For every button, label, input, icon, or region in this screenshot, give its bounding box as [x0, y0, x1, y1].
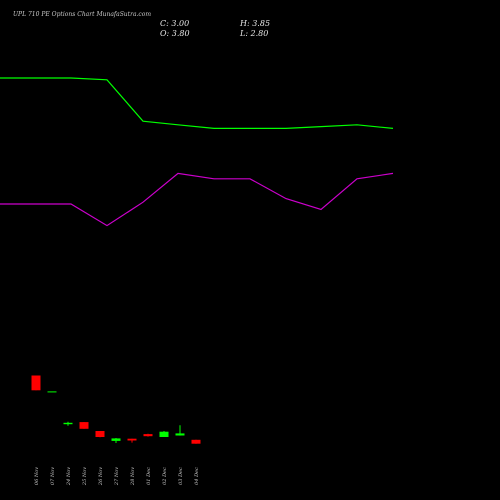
indicator-line-2 — [0, 172, 394, 227]
x-axis-ticks: 06 Nov 07 Nov 24 Nov 25 Nov 26 Nov 27 Nov 28 N… — [34, 467, 200, 486]
candle-6 — [111, 438, 121, 443]
candle-3 — [63, 421, 73, 426]
candle-body — [31, 375, 41, 391]
candle-body — [191, 439, 201, 444]
x-tick-label: 27 Nov — [114, 467, 120, 486]
candle-8 — [143, 433, 153, 437]
candle-4 — [79, 422, 89, 429]
candle-body — [47, 391, 57, 393]
candle-body — [95, 431, 105, 437]
x-tick-label: 04 Dec — [194, 467, 200, 485]
candle-body — [79, 422, 89, 429]
chart-title: UPL 710 PE Options Chart MunafaSutra.com — [13, 11, 151, 18]
x-tick-label: 25 Nov — [82, 467, 88, 486]
candle-1 — [31, 375, 41, 391]
candle-body — [111, 438, 121, 441]
indicator-lines — [0, 77, 394, 227]
x-tick-label: 03 Dec — [178, 467, 184, 485]
candle-11 — [191, 439, 201, 444]
low-price-label: L: 2.80 — [239, 29, 268, 38]
high-price-label: H: 3.85 — [239, 19, 270, 28]
close-price-label: C: 3.00 — [160, 19, 189, 28]
candle-body — [143, 434, 153, 437]
x-tick-label: 02 Dec — [162, 467, 168, 485]
candle-body — [63, 422, 73, 425]
indicator-line-1 — [0, 77, 394, 129]
candle-2 — [47, 391, 57, 393]
candlesticks — [31, 375, 201, 444]
x-tick-label: 07 Nov — [50, 467, 56, 485]
candle-7 — [127, 438, 137, 443]
candle-10 — [175, 425, 185, 436]
x-tick-label: 06 Nov — [34, 467, 40, 485]
candle-body — [159, 431, 169, 437]
candle-body — [175, 433, 185, 436]
open-price-label: O: 3.80 — [160, 29, 190, 38]
x-tick-label: 01 Dec — [146, 467, 152, 485]
x-tick-label: 26 Nov — [98, 467, 104, 486]
candle-body — [127, 438, 137, 441]
candle-5 — [95, 431, 105, 438]
x-tick-label: 28 Nov — [130, 467, 136, 486]
candle-9 — [159, 431, 169, 437]
x-tick-label: 24 Nov — [66, 467, 72, 486]
